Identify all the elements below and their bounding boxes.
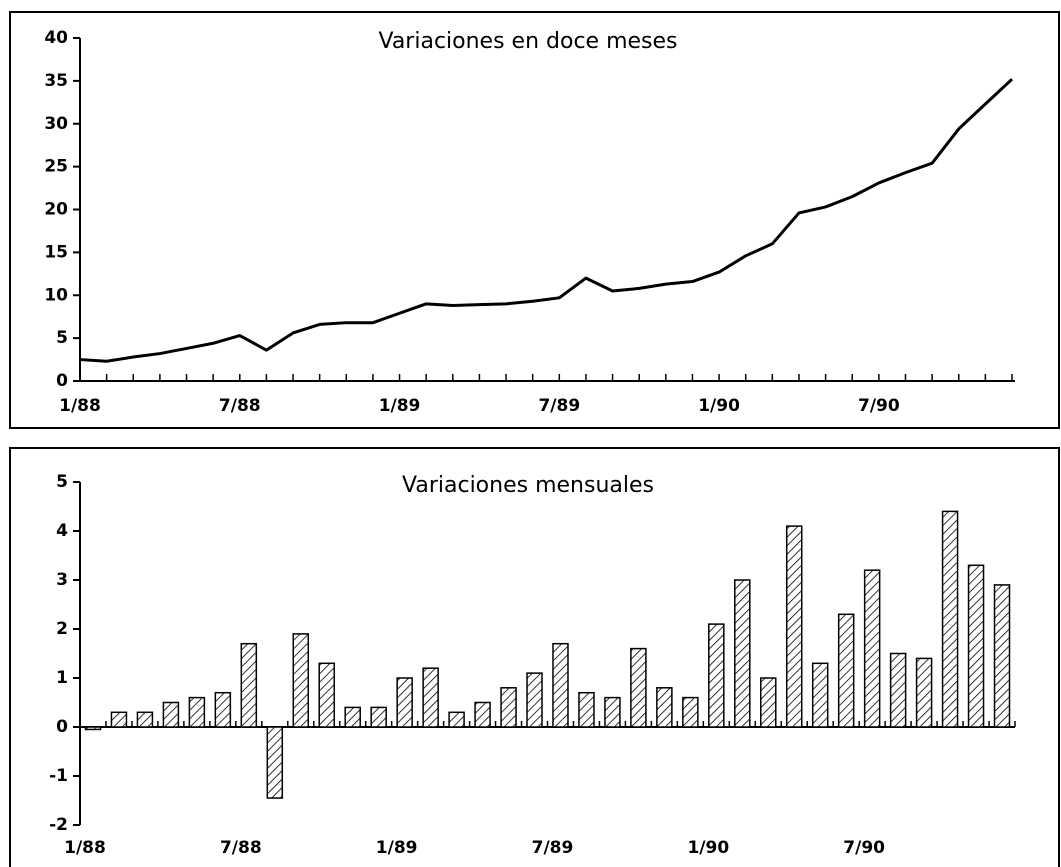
y-tick-label: 25 — [44, 157, 68, 177]
y-tick-label: 0 — [56, 717, 68, 737]
y-tick-label: 35 — [44, 71, 68, 91]
y-tick-label: 40 — [44, 28, 68, 48]
x-tick-label: 7/90 — [843, 838, 885, 858]
bar — [734, 579, 751, 728]
y-tick-label: 15 — [44, 242, 68, 262]
bar — [552, 642, 569, 728]
bar — [785, 525, 803, 728]
bar — [526, 672, 543, 728]
y-tick-label: 0 — [56, 371, 68, 391]
bar — [760, 677, 777, 728]
x-tick-label: 1/88 — [59, 396, 101, 416]
bar — [240, 642, 258, 728]
bar — [993, 584, 1011, 728]
line-series — [79, 78, 1014, 363]
x-tick-label: 1/89 — [379, 396, 421, 416]
bar — [941, 510, 959, 728]
bar — [500, 687, 517, 728]
y-tick-label: 20 — [44, 200, 68, 220]
bar — [344, 706, 361, 728]
y-tick-label: -1 — [49, 766, 68, 786]
x-tick-label: 7/89 — [532, 838, 574, 858]
y-tick-label: 2 — [56, 619, 68, 639]
chart-title: Variaciones mensuales — [402, 473, 654, 498]
bar — [318, 662, 335, 728]
bar — [837, 613, 855, 728]
y-tick-label: 30 — [44, 114, 68, 134]
bar — [162, 701, 180, 728]
y-tick-label: 3 — [56, 570, 68, 590]
panel — [9, 11, 1060, 429]
bar — [422, 667, 439, 728]
chart-title: Variaciones en doce meses — [378, 29, 677, 54]
bar — [578, 691, 595, 728]
x-tick-label: 7/88 — [219, 396, 261, 416]
bar — [811, 662, 829, 728]
y-tick-label: 5 — [56, 328, 68, 348]
bar — [292, 633, 310, 728]
bar — [604, 696, 621, 728]
bar — [682, 696, 699, 728]
y-tick-label: 5 — [56, 472, 68, 492]
bar — [915, 657, 933, 728]
y-tick-label: 4 — [56, 521, 68, 541]
bar — [474, 701, 491, 728]
bar — [656, 687, 673, 728]
bar — [266, 726, 284, 799]
bar — [188, 696, 206, 728]
bar — [84, 726, 102, 731]
x-tick-label: 1/90 — [687, 838, 729, 858]
x-tick-label: 1/89 — [376, 838, 418, 858]
panel — [9, 447, 1060, 867]
x-tick-label: 1/90 — [698, 396, 740, 416]
x-tick-label: 7/90 — [858, 396, 900, 416]
x-tick-label: 1/88 — [64, 838, 106, 858]
y-tick-label: -2 — [49, 815, 68, 835]
bar — [863, 569, 881, 728]
x-tick-label: 7/89 — [538, 396, 580, 416]
bar — [630, 647, 647, 728]
bar — [396, 677, 413, 728]
x-tick-label: 7/88 — [220, 838, 262, 858]
bar — [889, 652, 907, 728]
y-tick-label: 1 — [56, 668, 68, 688]
bar — [214, 691, 232, 728]
bar — [110, 711, 128, 728]
bar — [448, 711, 465, 728]
y-tick-label: 10 — [44, 285, 68, 305]
bar — [370, 706, 387, 728]
bar — [708, 623, 725, 728]
bar — [136, 711, 154, 728]
bar — [967, 564, 985, 728]
